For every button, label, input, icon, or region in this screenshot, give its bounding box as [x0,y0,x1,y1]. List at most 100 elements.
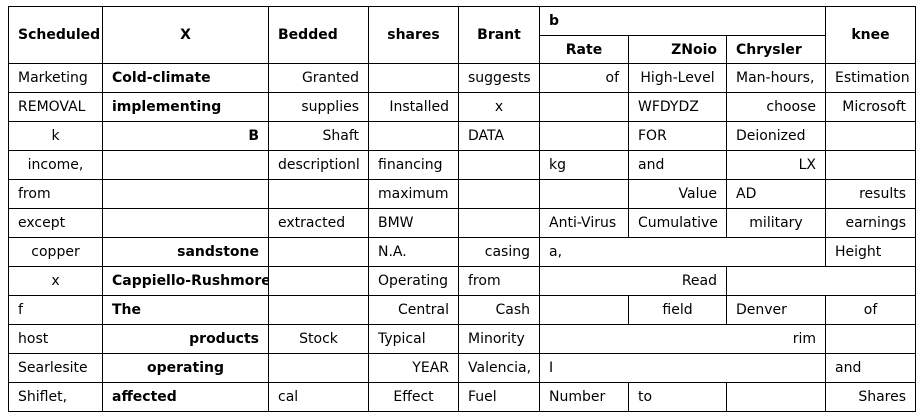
table-cell [458,150,540,180]
table-cell [539,179,629,209]
table-cell: Cumulative [628,208,727,238]
table-cell: Searlesite [8,353,103,383]
table-cell: Height [825,237,917,267]
table-cell: and [628,150,727,180]
table-row: host products Stock Typical Minority rim [8,324,917,354]
table-cell: Cold-climate [102,63,269,93]
table-cell: rim [538,324,827,354]
table-row: Searlesite operating YEAR Valencia, I an… [8,353,917,383]
table-cell: from [8,179,103,209]
table-cell [268,353,369,383]
table-cell: of [539,63,629,93]
table-cell [539,295,629,325]
table-cell: WFDYDZ [628,92,727,122]
table-cell: Installed [368,92,459,122]
table-cell: a, [538,237,827,267]
table-cell: k [8,121,103,151]
table-cell: x [8,266,103,296]
table-cell: products [102,324,269,354]
table-cell: N.A. [368,237,459,267]
table-cell: operating [102,353,269,383]
table-row: Marketing Cold-climate Granted suggests … [8,63,917,93]
table-cell [825,150,917,180]
table-cell: Effect [368,382,459,412]
table-cell [725,382,827,412]
table-cell [458,179,540,209]
table-cell: Shaft [268,121,369,151]
table-cell: host [8,324,103,354]
table-cell [268,295,369,325]
table-cell: extracted [268,208,369,238]
table-cell [539,92,629,122]
table-cell: casing [458,237,540,267]
table-cell [368,63,459,93]
table-cell: sandstone [102,237,269,267]
table-cell: cal [268,382,369,412]
table-row: except extracted BMW Anti-Virus Cumulati… [8,208,917,238]
table-cell [102,179,269,209]
table-cell [825,324,917,354]
table-cell: suggests [458,63,540,93]
table-cell: AD [725,179,827,209]
header-scheduled: Scheduled [8,6,103,64]
table-cell: Shiflet, [8,382,103,412]
table-cell: affected [102,382,269,412]
table-cell: Cappiello-Rushmore [102,266,269,296]
table-cell: Value [628,179,727,209]
table-cell: choose [725,92,827,122]
subheader-chrysler: Chrysler [725,35,827,64]
table-cell: Fuel [458,382,540,412]
table-cell: to [628,382,727,412]
table-cell: results [825,179,917,209]
table-cell: financing [368,150,459,180]
subheader-rate: Rate [539,35,629,64]
header-brant: Brant [458,6,540,64]
table-cell [368,121,459,151]
table-cell: Cash [458,295,540,325]
table-cell: maximum [368,179,459,209]
table-cell [102,150,269,180]
table-row: k B Shaft DATA FOR Deionized [8,121,917,151]
table-cell: earnings [825,208,917,238]
table-cell: Microsoft [825,92,917,122]
table-row: REMOVAL implementing supplies Installed … [8,92,917,122]
table-cell: Estimation [825,63,917,93]
table-row: income, descriptionl financing kg and LX [8,150,917,180]
table-cell [725,266,917,296]
header-group-b: b [538,6,827,36]
table-cell [825,121,917,151]
table-cell [268,179,369,209]
table-cell [539,121,629,151]
subheader-znoio: ZNoio [628,35,727,64]
table-cell: Man-hours, [725,63,827,93]
table-cell: DATA [458,121,540,151]
table-cell: except [8,208,103,238]
table-cell: Granted [268,63,369,93]
table-cell: Marketing [8,63,103,93]
table-cell: military [725,208,827,238]
table-cell: descriptionl [268,150,369,180]
table-cell: supplies [268,92,369,122]
header-x: X [102,6,269,64]
header-bedded: Bedded [268,6,369,64]
table-row: x Cappiello-Rushmore Operating from Read [8,266,917,296]
table-cell: Anti-Virus [539,208,629,238]
header-shares: shares [368,6,459,64]
table-cell: LX [725,150,827,180]
table-cell: Minority [458,324,540,354]
table-cell: Shares [825,382,917,412]
table-cell: FOR [628,121,727,151]
table-cell: BMW [368,208,459,238]
table-cell: The [102,295,269,325]
table-cell: copper [8,237,103,267]
table-cell: High-Level [628,63,727,93]
table-cell: Read [539,266,727,296]
table-cell: Denver [725,295,827,325]
table-row: copper sandstone N.A. casing a, Height [8,237,917,267]
table-cell: kg [539,150,629,180]
table-cell: from [458,266,540,296]
table-cell: REMOVAL [8,92,103,122]
table-row: f The Central Cash field Denver of [8,295,917,325]
table-cell: field [628,295,727,325]
table-row: from maximum Value AD results [8,179,917,209]
